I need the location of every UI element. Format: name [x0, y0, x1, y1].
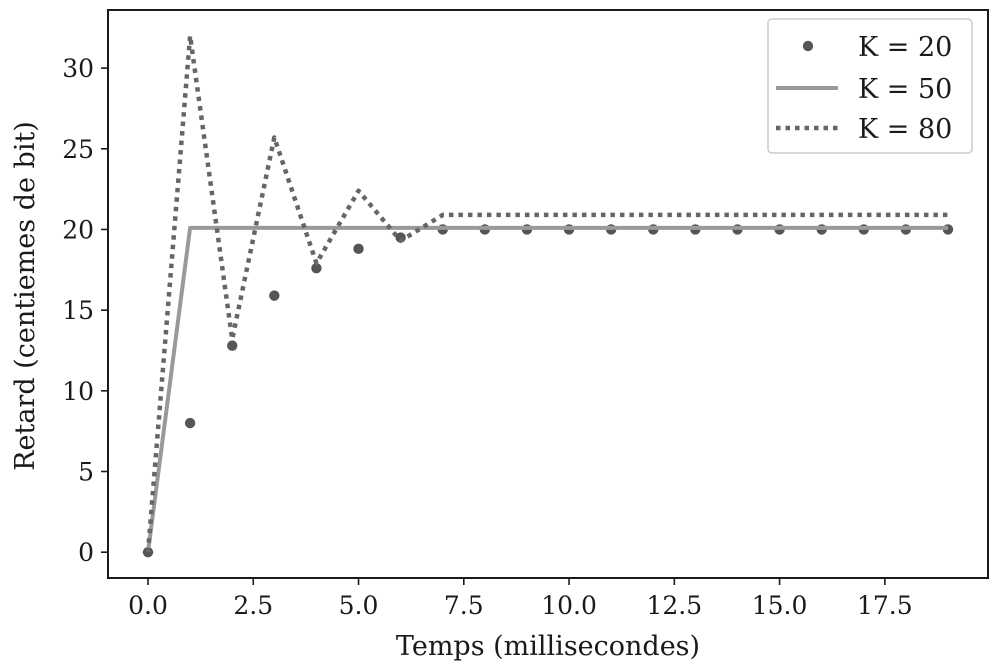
y-tick-label: 30: [62, 54, 94, 83]
data-point: [142, 546, 154, 558]
x-tick-label: 10.0: [541, 591, 597, 620]
x-tick-label: 17.5: [857, 591, 913, 620]
y-axis-label: Retard (centiemes de bit): [10, 121, 41, 471]
y-tick-label: 0: [78, 538, 94, 567]
x-tick-label: 5.0: [339, 591, 379, 620]
series-layer: [142, 33, 954, 558]
data-point: [269, 290, 280, 301]
legend-item: K = 80: [776, 114, 952, 145]
y-tick-label: 20: [62, 215, 94, 244]
legend-item: K = 20: [802, 32, 952, 63]
series-line: [145, 33, 948, 553]
y-tick-label: 5: [78, 458, 94, 487]
series-k-80: [145, 33, 948, 553]
x-tick-label: 0.0: [128, 591, 168, 620]
legend-label: K = 50: [858, 74, 952, 105]
legend-marker: [802, 40, 814, 52]
data-point: [353, 243, 364, 255]
y-axis-ticks: 0 5 10 15 20 25 30: [62, 54, 108, 567]
data-point: [184, 417, 196, 429]
legend-item: K = 50: [776, 74, 952, 105]
x-tick-label: 7.5: [444, 591, 484, 620]
x-tick-label: 12.5: [646, 591, 702, 620]
series-line: [146, 225, 948, 553]
x-tick-label: 15.0: [752, 591, 808, 620]
data-point: [311, 262, 322, 274]
legend: K = 20 K = 50 K = 80: [767, 18, 973, 154]
x-axis-ticks: 0.0 2.5 5.0 7.5 10.0 12.5 15.0 17.5: [128, 578, 913, 620]
y-tick-label: 15: [62, 296, 94, 325]
x-tick-label: 2.5: [233, 591, 273, 620]
x-axis-label: Temps (millisecondes): [396, 631, 700, 662]
series-k-50: [146, 225, 948, 553]
y-tick-label: 25: [62, 135, 94, 164]
legend-frame: [767, 18, 973, 154]
data-point: [227, 340, 238, 351]
y-tick-label: 10: [62, 377, 94, 406]
legend-label: K = 80: [858, 114, 952, 145]
plot-frame: [107, 9, 989, 579]
legend-label: K = 20: [858, 32, 952, 63]
